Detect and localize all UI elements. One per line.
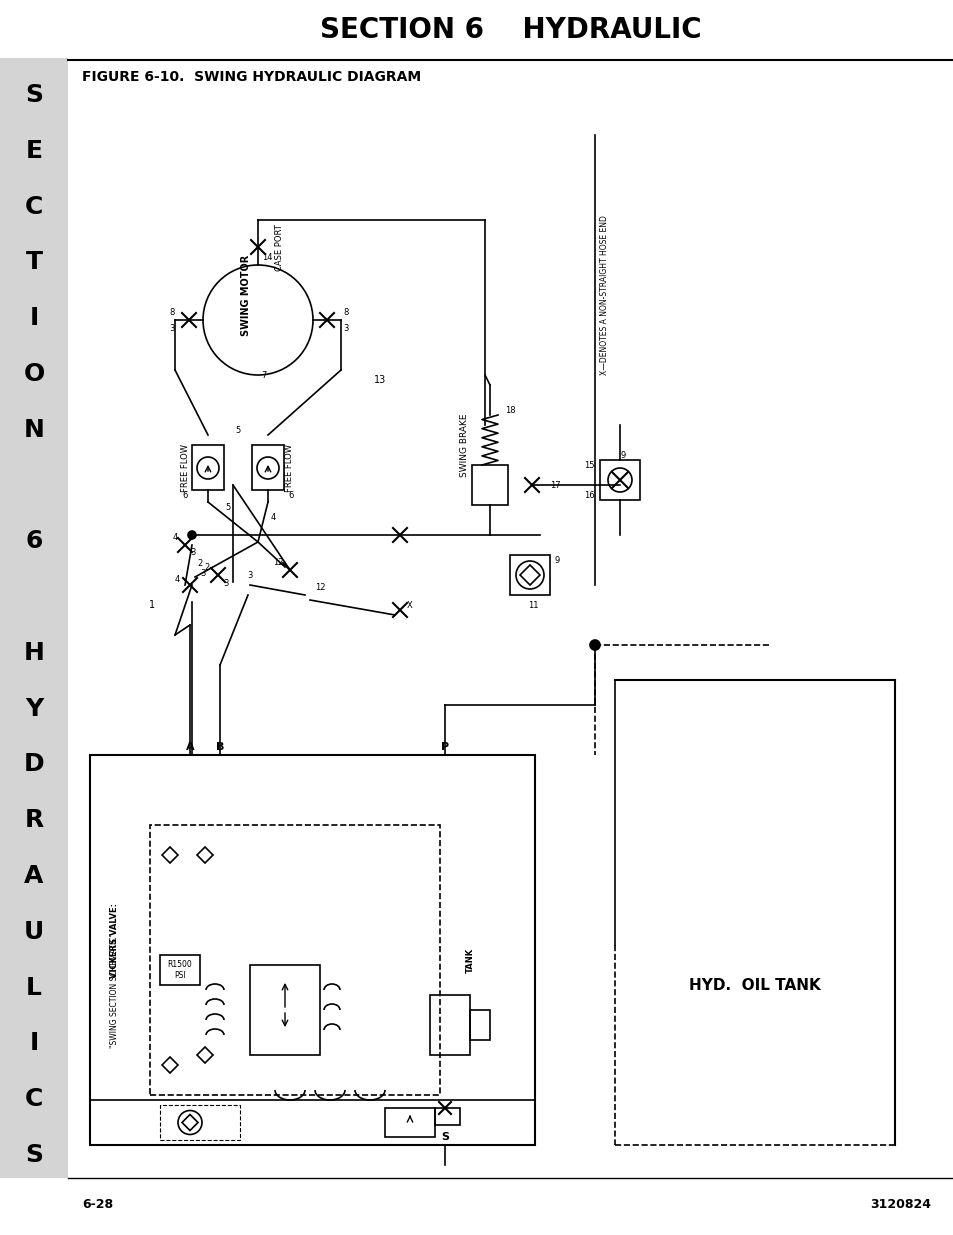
- Text: 4: 4: [172, 532, 177, 541]
- Text: 3: 3: [343, 324, 348, 332]
- Text: HYD.  OIL TANK: HYD. OIL TANK: [688, 977, 820, 993]
- Bar: [0, 58, 68, 1178]
- Text: 1: 1: [149, 600, 155, 610]
- Bar: [599, 459, 639, 500]
- Text: 4: 4: [174, 574, 179, 583]
- Text: 2: 2: [204, 562, 210, 572]
- Text: U: U: [24, 920, 44, 944]
- Text: 14: 14: [262, 252, 273, 262]
- Bar: [470, 1010, 490, 1040]
- Text: B: B: [215, 742, 224, 752]
- Text: FREE FLOW: FREE FLOW: [181, 445, 191, 492]
- Bar: [90, 755, 535, 1145]
- Bar: [150, 825, 439, 1095]
- Text: 3: 3: [247, 571, 253, 579]
- Bar: [250, 965, 319, 1055]
- Text: 12: 12: [273, 557, 283, 567]
- Text: S: S: [25, 83, 43, 107]
- Text: X—DENOTES A NON-STRAIGHT HOSE END: X—DENOTES A NON-STRAIGHT HOSE END: [599, 215, 608, 375]
- Text: 3: 3: [223, 578, 229, 588]
- Text: 15: 15: [584, 461, 595, 469]
- Text: 6: 6: [26, 530, 43, 553]
- Text: 6: 6: [288, 490, 294, 499]
- Text: 3: 3: [200, 568, 206, 578]
- Text: 7: 7: [261, 370, 266, 379]
- Text: 13: 13: [374, 375, 386, 385]
- Text: Y: Y: [25, 697, 43, 721]
- Bar: [192, 445, 224, 490]
- Text: P: P: [440, 742, 449, 752]
- Bar: [472, 466, 507, 505]
- Text: I: I: [30, 1031, 38, 1056]
- Text: 4: 4: [270, 513, 275, 521]
- Text: FREE FLOW: FREE FLOW: [285, 445, 294, 492]
- Text: 5: 5: [225, 503, 231, 511]
- Text: X: X: [407, 600, 413, 610]
- Text: S: S: [25, 1144, 43, 1167]
- Text: 2: 2: [197, 558, 202, 568]
- Text: R1500
PSI: R1500 PSI: [168, 961, 193, 979]
- Text: CASE PORT: CASE PORT: [275, 225, 284, 272]
- Text: C: C: [25, 1087, 43, 1112]
- Bar: [160, 1105, 240, 1140]
- Text: 9: 9: [555, 556, 559, 564]
- Text: 16: 16: [584, 490, 595, 499]
- Text: 3120824: 3120824: [869, 1198, 930, 1212]
- Bar: [435, 1108, 459, 1125]
- Text: L: L: [26, 976, 42, 999]
- Text: O: O: [24, 362, 45, 387]
- Text: I: I: [30, 306, 38, 330]
- Text: A: A: [186, 742, 194, 752]
- Text: 6-28: 6-28: [82, 1198, 113, 1212]
- Text: TANK: TANK: [465, 947, 474, 973]
- Text: A: A: [24, 864, 44, 888]
- Bar: [160, 955, 200, 986]
- Bar: [430, 995, 470, 1055]
- Text: "SWING SECTION SCHEMATIC": "SWING SECTION SCHEMATIC": [111, 932, 119, 1047]
- Text: 6: 6: [182, 490, 188, 499]
- Text: 3: 3: [190, 547, 195, 557]
- Bar: [510, 555, 550, 595]
- Text: 12: 12: [314, 583, 325, 592]
- Text: SECTION 6    HYDRAULIC: SECTION 6 HYDRAULIC: [320, 16, 701, 44]
- Text: 8: 8: [343, 308, 348, 316]
- Text: 3: 3: [170, 324, 174, 332]
- Bar: [385, 1108, 435, 1137]
- Text: VICKERS VALVE:: VICKERS VALVE:: [111, 903, 119, 977]
- Text: E: E: [26, 138, 43, 163]
- Text: R: R: [25, 808, 44, 832]
- Text: S: S: [440, 1132, 449, 1142]
- Circle shape: [589, 640, 599, 650]
- Text: SWING BRAKE: SWING BRAKE: [460, 414, 469, 477]
- Text: SWING MOTOR: SWING MOTOR: [241, 254, 251, 336]
- Text: D: D: [24, 752, 44, 777]
- Text: C: C: [25, 195, 43, 219]
- Text: 8: 8: [170, 308, 174, 316]
- Text: 11: 11: [527, 600, 537, 610]
- Text: T: T: [26, 251, 43, 274]
- Text: 9: 9: [619, 451, 625, 459]
- Text: FIGURE 6-10.  SWING HYDRAULIC DIAGRAM: FIGURE 6-10. SWING HYDRAULIC DIAGRAM: [82, 70, 420, 84]
- Text: H: H: [24, 641, 45, 664]
- Bar: [252, 445, 284, 490]
- Circle shape: [188, 531, 195, 538]
- Text: 18: 18: [504, 405, 515, 415]
- Text: 17: 17: [549, 480, 559, 489]
- Text: 5: 5: [235, 426, 240, 435]
- Text: N: N: [24, 417, 45, 442]
